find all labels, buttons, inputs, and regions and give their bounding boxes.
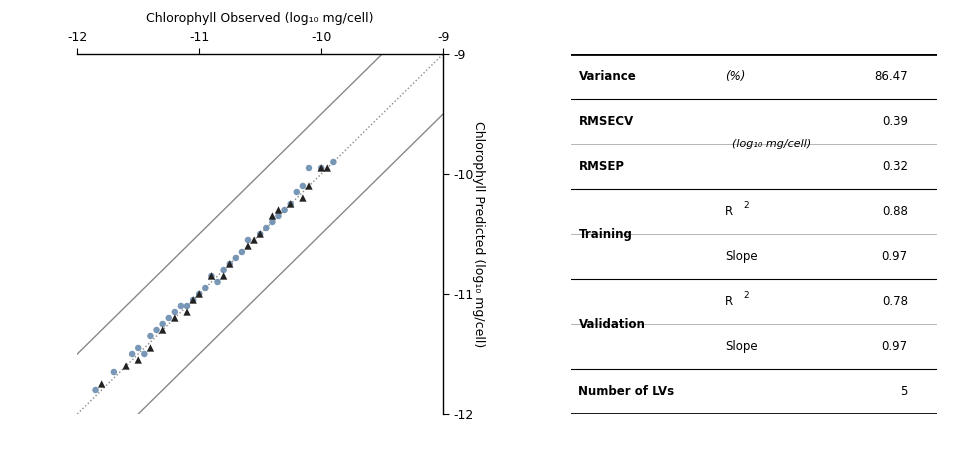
Point xyxy=(313,164,328,171)
Point xyxy=(283,200,298,207)
Point xyxy=(106,369,122,376)
Point xyxy=(265,218,280,225)
Point xyxy=(88,387,103,394)
Point xyxy=(204,272,219,279)
Point xyxy=(289,189,304,196)
Point xyxy=(198,284,213,292)
Point xyxy=(326,158,341,166)
Point xyxy=(228,254,243,261)
Point xyxy=(270,207,286,214)
Point xyxy=(222,261,238,268)
Point xyxy=(185,297,201,304)
Text: RMSEP: RMSEP xyxy=(579,160,624,173)
Point xyxy=(180,302,195,310)
Point xyxy=(215,266,231,274)
Point xyxy=(210,279,225,286)
Text: Training: Training xyxy=(579,228,633,240)
Point xyxy=(296,194,311,202)
Point xyxy=(185,297,201,304)
Point xyxy=(301,164,317,171)
Point xyxy=(204,272,219,279)
Text: (log₁₀ mg/cell): (log₁₀ mg/cell) xyxy=(732,139,811,149)
Text: R: R xyxy=(724,205,733,218)
Point xyxy=(94,380,109,387)
Text: R: R xyxy=(724,295,733,308)
Point xyxy=(130,344,146,351)
Text: Number of LVs: Number of LVs xyxy=(579,385,674,398)
Point xyxy=(143,344,158,351)
Point xyxy=(252,230,268,238)
Text: 2: 2 xyxy=(744,201,750,210)
Point xyxy=(180,308,195,315)
Text: Slope: Slope xyxy=(724,250,757,263)
Text: 86.47: 86.47 xyxy=(874,70,908,83)
Point xyxy=(149,326,164,333)
Point xyxy=(191,290,207,297)
Text: 0.78: 0.78 xyxy=(882,295,908,308)
Text: Variance: Variance xyxy=(579,70,637,83)
Point xyxy=(167,315,183,322)
Point xyxy=(136,351,152,358)
Point xyxy=(270,212,286,220)
Point xyxy=(155,320,170,328)
Y-axis label: Chlorophyll Predicted (log₁₀ mg/cell): Chlorophyll Predicted (log₁₀ mg/cell) xyxy=(472,121,485,347)
Text: 0.88: 0.88 xyxy=(882,205,908,218)
Point xyxy=(296,182,311,189)
X-axis label: Chlorophyll Observed (log₁₀ mg/cell): Chlorophyll Observed (log₁₀ mg/cell) xyxy=(147,12,374,25)
Point xyxy=(277,207,293,214)
Point xyxy=(252,230,268,238)
Text: 0.32: 0.32 xyxy=(882,160,908,173)
Text: 5: 5 xyxy=(900,385,908,398)
Point xyxy=(118,362,133,369)
Text: 0.97: 0.97 xyxy=(882,340,908,353)
Point xyxy=(234,248,249,256)
Point xyxy=(283,200,298,207)
Point xyxy=(161,315,177,322)
Point xyxy=(301,182,317,189)
Point xyxy=(241,243,256,250)
Text: Validation: Validation xyxy=(579,318,645,330)
Text: RMSECV: RMSECV xyxy=(579,115,634,128)
Point xyxy=(215,272,231,279)
Text: 0.97: 0.97 xyxy=(882,250,908,263)
Point xyxy=(246,236,262,243)
Text: 0.39: 0.39 xyxy=(882,115,908,128)
Point xyxy=(265,212,280,220)
Point xyxy=(130,356,146,364)
Point xyxy=(259,225,274,232)
Point xyxy=(222,261,238,268)
Point xyxy=(241,236,256,243)
Text: (%): (%) xyxy=(724,70,745,83)
Point xyxy=(320,164,335,171)
Point xyxy=(167,308,183,315)
Text: 2: 2 xyxy=(744,291,750,300)
Point xyxy=(143,333,158,340)
Point xyxy=(191,290,207,297)
Point xyxy=(173,302,188,310)
Point xyxy=(313,164,328,171)
Point xyxy=(125,351,140,358)
Point xyxy=(155,326,170,333)
Text: Slope: Slope xyxy=(724,340,757,353)
